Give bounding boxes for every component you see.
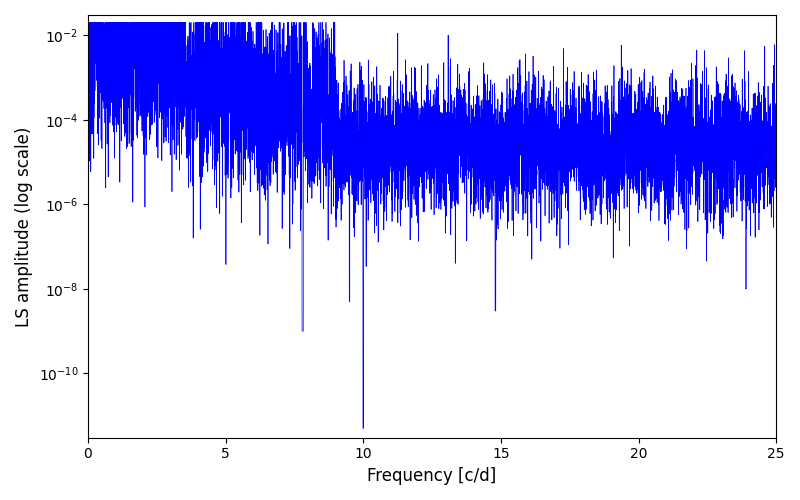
Y-axis label: LS amplitude (log scale): LS amplitude (log scale) [15, 126, 33, 326]
X-axis label: Frequency [c/d]: Frequency [c/d] [367, 467, 497, 485]
